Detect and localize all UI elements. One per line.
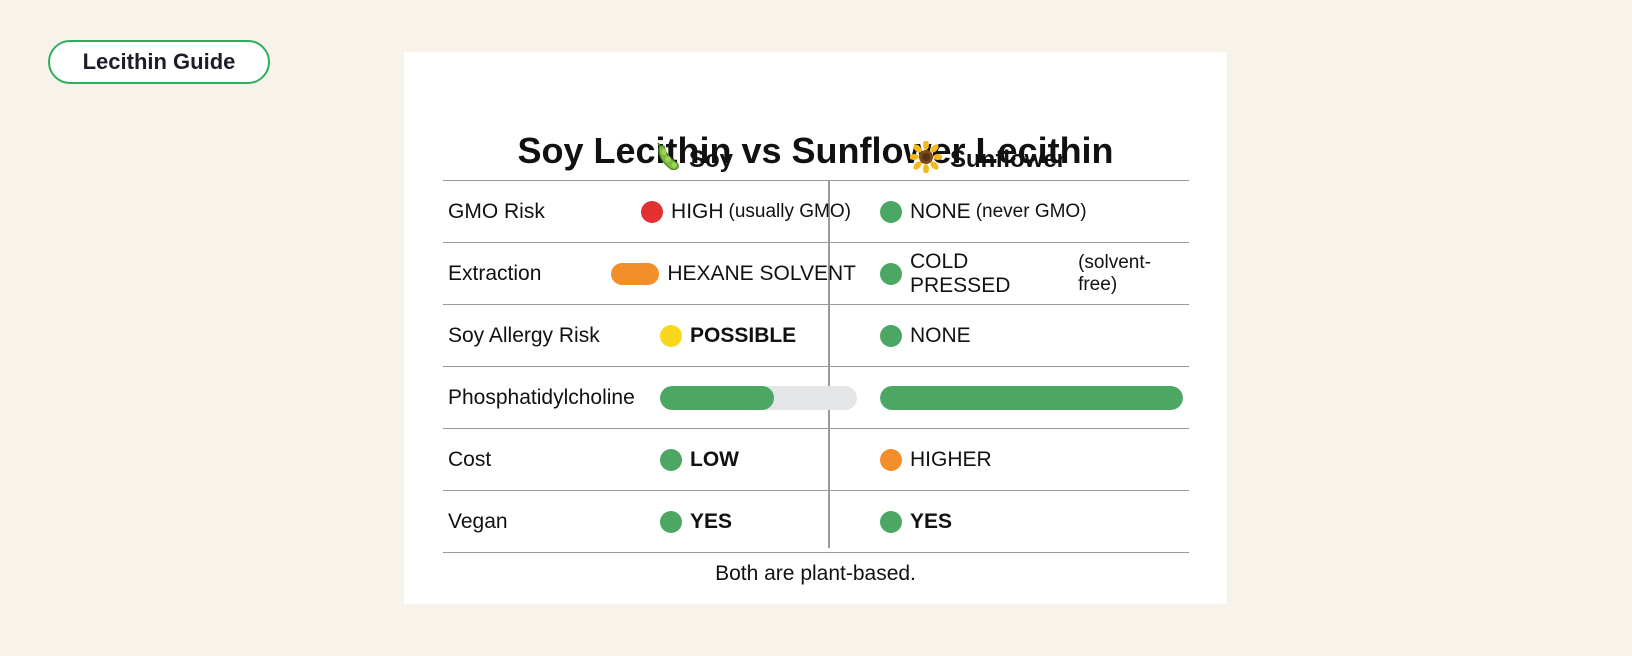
soy-extraction: HEXANE SOLVENT <box>611 243 856 304</box>
row-label: Soy Allergy Risk <box>448 323 600 347</box>
sunflower-phosphatidylcholine-fill <box>880 386 1183 410</box>
yellow-status-dot <box>660 324 682 347</box>
green-status-dot <box>660 510 682 533</box>
soy-gmo-risk: HIGH (usually GMO) <box>641 181 851 242</box>
table-row-phosphatidylcholine: Phosphatidylcholine <box>443 366 1189 428</box>
table-row-vegan: Vegan YES YES <box>443 490 1189 553</box>
value: YES <box>690 509 733 533</box>
soy-phosphatidylcholine-fill <box>660 386 775 410</box>
row-label: Vegan <box>448 509 508 533</box>
table-row-cost: Cost LOW HIGHER <box>443 428 1189 490</box>
soybean-icon <box>655 142 681 179</box>
value: POSSIBLE <box>690 323 797 347</box>
badge-label: Lecithin Guide <box>82 49 236 74</box>
table-row-extraction: Extraction HEXANE SOLVENT COLD PRESSED (… <box>443 242 1189 304</box>
value: YES <box>910 509 953 533</box>
comparison-table: GMO Risk HIGH (usually GMO) NONE (never … <box>443 180 1189 553</box>
table-row-soy-allergy-risk: Soy Allergy Risk POSSIBLE NONE <box>443 304 1189 366</box>
value: NONE <box>910 323 971 347</box>
card-title: Soy Lecithin vs Sunflower Lecithin <box>517 130 1114 171</box>
green-status-dot <box>660 448 682 471</box>
note: (usually GMO) <box>728 200 851 222</box>
note: (solvent-free) <box>1078 251 1151 295</box>
soy-vegan: YES <box>660 491 732 552</box>
lecithin-guide-badge[interactable]: Lecithin Guide <box>48 40 270 84</box>
table-row-gmo-risk: GMO Risk HIGH (usually GMO) NONE (never … <box>443 180 1189 242</box>
sunflower-vegan: YES <box>880 491 952 552</box>
column-divider <box>828 180 830 548</box>
row-label: GMO Risk <box>448 199 545 223</box>
sunflower-allergy-risk: NONE <box>880 305 971 366</box>
value: HIGHER <box>910 447 992 471</box>
note: (never GMO) <box>975 200 1087 222</box>
row-label: Cost <box>448 447 492 471</box>
green-status-dot <box>880 324 902 347</box>
soy-phosphatidylcholine-bar <box>660 386 857 410</box>
column-label-soy: Soy <box>689 146 734 173</box>
orange-status-dot <box>880 448 902 471</box>
red-status-dot <box>641 200 664 223</box>
column-header-soy: Soy <box>655 142 734 179</box>
sunflower-gmo-risk: NONE (never GMO) <box>880 181 1087 242</box>
value: COLD PRESSED <box>910 249 1011 297</box>
sunflower-extraction: COLD PRESSED (solvent-free) <box>880 243 1189 304</box>
orange-status-capsule <box>611 262 660 285</box>
soy-cost: LOW <box>660 429 739 490</box>
green-status-dot <box>880 510 902 533</box>
comparison-card: Soy Lecithin vs Sunflower Lecithin Soy <box>404 52 1227 604</box>
column-header-sunflower: Sunflower <box>909 139 1067 176</box>
value: HIGH <box>671 199 724 223</box>
sunflower-icon <box>909 139 943 180</box>
green-status-dot <box>880 200 902 223</box>
sunflower-phosphatidylcholine-bar <box>880 386 1183 410</box>
card-footer-note: Both are plant-based. <box>715 562 916 585</box>
soy-allergy-risk: POSSIBLE <box>660 305 796 366</box>
column-label-sunflower: Sunflower <box>950 146 1067 173</box>
value: NONE <box>910 199 971 223</box>
row-label: Phosphatidylcholine <box>448 385 635 409</box>
value: LOW <box>690 447 739 471</box>
sunflower-cost: HIGHER <box>880 429 992 490</box>
green-status-dot <box>880 262 902 285</box>
row-label: Extraction <box>448 261 542 285</box>
value: HEXANE SOLVENT <box>667 261 856 285</box>
